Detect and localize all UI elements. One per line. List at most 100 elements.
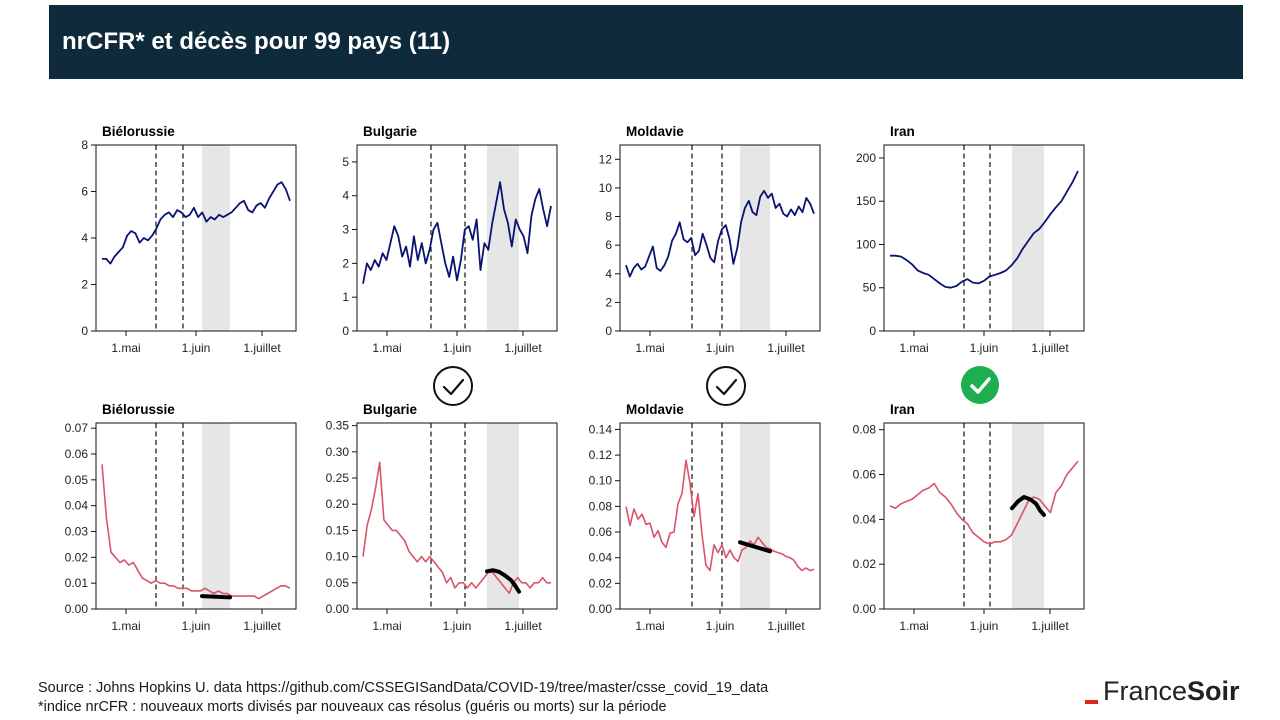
y-tick-label: 0.02 (65, 550, 89, 564)
y-tick-label: 0.35 (326, 419, 350, 433)
check-circle-green-icon (961, 366, 999, 404)
shade-region (740, 423, 770, 609)
y-tick-label: 12 (599, 152, 613, 166)
x-tick-label: 1.juillet (767, 619, 805, 633)
y-tick-label: 0.02 (589, 576, 613, 590)
y-tick-label: 4 (605, 267, 612, 281)
footer-note: *indice nrCFR : nouveaux morts divisés p… (38, 699, 667, 715)
x-tick-label: 1.mai (372, 341, 401, 355)
y-tick-label: 4 (342, 189, 349, 203)
logo-text: FranceSoir (1103, 676, 1240, 707)
trend-line (1010, 495, 1046, 517)
x-tick-label: 1.mai (111, 619, 140, 633)
chart-panel-5: Biélorussie 0.00 0.01 0.02 0.03 0.04 0.05 0.06 0… (65, 402, 297, 633)
chart-title: Bulgarie (363, 124, 418, 139)
deaths-series-line (102, 181, 291, 265)
y-tick-label: 50 (863, 281, 877, 295)
chart-title: Moldavie (626, 402, 684, 417)
y-tick-label: 2 (81, 278, 88, 292)
check-circle-outline-icon (706, 366, 746, 406)
x-tick-label: 1.juin (443, 619, 472, 633)
plot-frame (883, 422, 1085, 610)
y-tick-label: 5 (342, 155, 349, 169)
x-tick-label: 1.juin (182, 341, 211, 355)
shade-region (202, 145, 230, 331)
x-tick-label: 1.juillet (243, 619, 281, 633)
shade-region (1012, 423, 1044, 609)
plot-frame (619, 422, 821, 610)
x-tick-label: 1.juillet (504, 619, 542, 633)
check-circle-ring (433, 366, 473, 406)
shade-region (487, 423, 519, 609)
y-tick-label: 0 (605, 324, 612, 338)
x-tick-label: 1.juin (182, 619, 211, 633)
chart-title: Bulgarie (363, 402, 418, 417)
x-tick-label: 1.juin (443, 341, 472, 355)
check-mark (970, 377, 991, 394)
y-tick-label: 0.00 (589, 602, 613, 616)
chart-title: Iran (890, 402, 915, 417)
logo-part2: Soir (1187, 676, 1240, 706)
nrcfr-series-line (889, 460, 1079, 545)
y-tick-label: 0.06 (589, 525, 613, 539)
y-tick-label: 0.03 (65, 525, 89, 539)
logo-part1: France (1103, 676, 1188, 706)
chart-title: Biélorussie (102, 124, 175, 139)
x-tick-label: 1.mai (899, 341, 928, 355)
y-tick-label: 0.08 (589, 499, 613, 513)
plot-frame (883, 144, 1085, 332)
y-tick-label: 0.10 (589, 474, 613, 488)
page-title: nrCFR* et décès pour 99 pays (11) (62, 28, 451, 55)
y-tick-label: 4 (81, 231, 88, 245)
x-tick-label: 1.juillet (1031, 619, 1069, 633)
y-tick-label: 0.05 (326, 576, 350, 590)
y-tick-label: 0.04 (853, 512, 877, 526)
chart-title: Iran (890, 124, 915, 139)
x-tick-label: 1.juillet (504, 341, 542, 355)
y-tick-label: 150 (856, 194, 876, 208)
x-tick-label: 1.juin (706, 619, 735, 633)
plot-frame (356, 144, 558, 332)
y-tick-label: 0.05 (65, 473, 89, 487)
deaths-series-line (362, 181, 552, 284)
x-tick-label: 1.mai (111, 341, 140, 355)
x-tick-label: 1.mai (899, 619, 928, 633)
deaths-series-line (625, 189, 815, 278)
chart-panel-3: Moldavie 0 2 4 6 8 10 12 1.mai 1.juin 1.juillet (599, 124, 821, 355)
y-tick-label: 0.20 (326, 497, 350, 511)
trend-line (200, 594, 232, 600)
y-tick-label: 0.06 (65, 447, 89, 461)
shade-region (1012, 145, 1044, 331)
y-tick-label: 0.02 (853, 557, 877, 571)
y-tick-label: 0.08 (853, 423, 877, 437)
y-tick-label: 0.06 (853, 468, 877, 482)
y-tick-label: 0.30 (326, 445, 350, 459)
y-tick-label: 6 (81, 185, 88, 199)
x-tick-label: 1.juin (706, 341, 735, 355)
footer-source: Source : Johns Hopkins U. data https://g… (38, 680, 769, 696)
y-tick-label: 2 (605, 295, 612, 309)
shade-region (487, 145, 519, 331)
y-tick-label: 0 (869, 324, 876, 338)
x-tick-label: 1.mai (635, 341, 664, 355)
y-tick-label: 8 (81, 138, 88, 152)
check-mark (442, 378, 465, 396)
chart-panel-7: Moldavie 0.00 0.02 0.04 0.06 0.08 0.10 0.12 0.14… (589, 402, 821, 633)
trend-line (738, 540, 772, 554)
chart-title: Moldavie (626, 124, 684, 139)
y-tick-label: 2 (342, 256, 349, 270)
y-tick-label: 0.15 (326, 523, 350, 537)
x-tick-label: 1.juillet (1031, 341, 1069, 355)
chart-panel-6: Bulgarie 0.00 0.05 0.10 0.15 0.20 0.25 0.30 0.35… (326, 402, 558, 633)
x-tick-label: 1.juin (970, 619, 999, 633)
plot-frame (356, 422, 558, 610)
nrcfr-series-line (101, 464, 291, 600)
shade-region (740, 145, 770, 331)
x-tick-label: 1.juillet (243, 341, 281, 355)
y-tick-label: 0.14 (589, 422, 613, 436)
chart-title: Biélorussie (102, 402, 175, 417)
y-tick-label: 0 (81, 324, 88, 338)
x-tick-label: 1.juin (970, 341, 999, 355)
check-circle-outline-icon (433, 366, 473, 406)
